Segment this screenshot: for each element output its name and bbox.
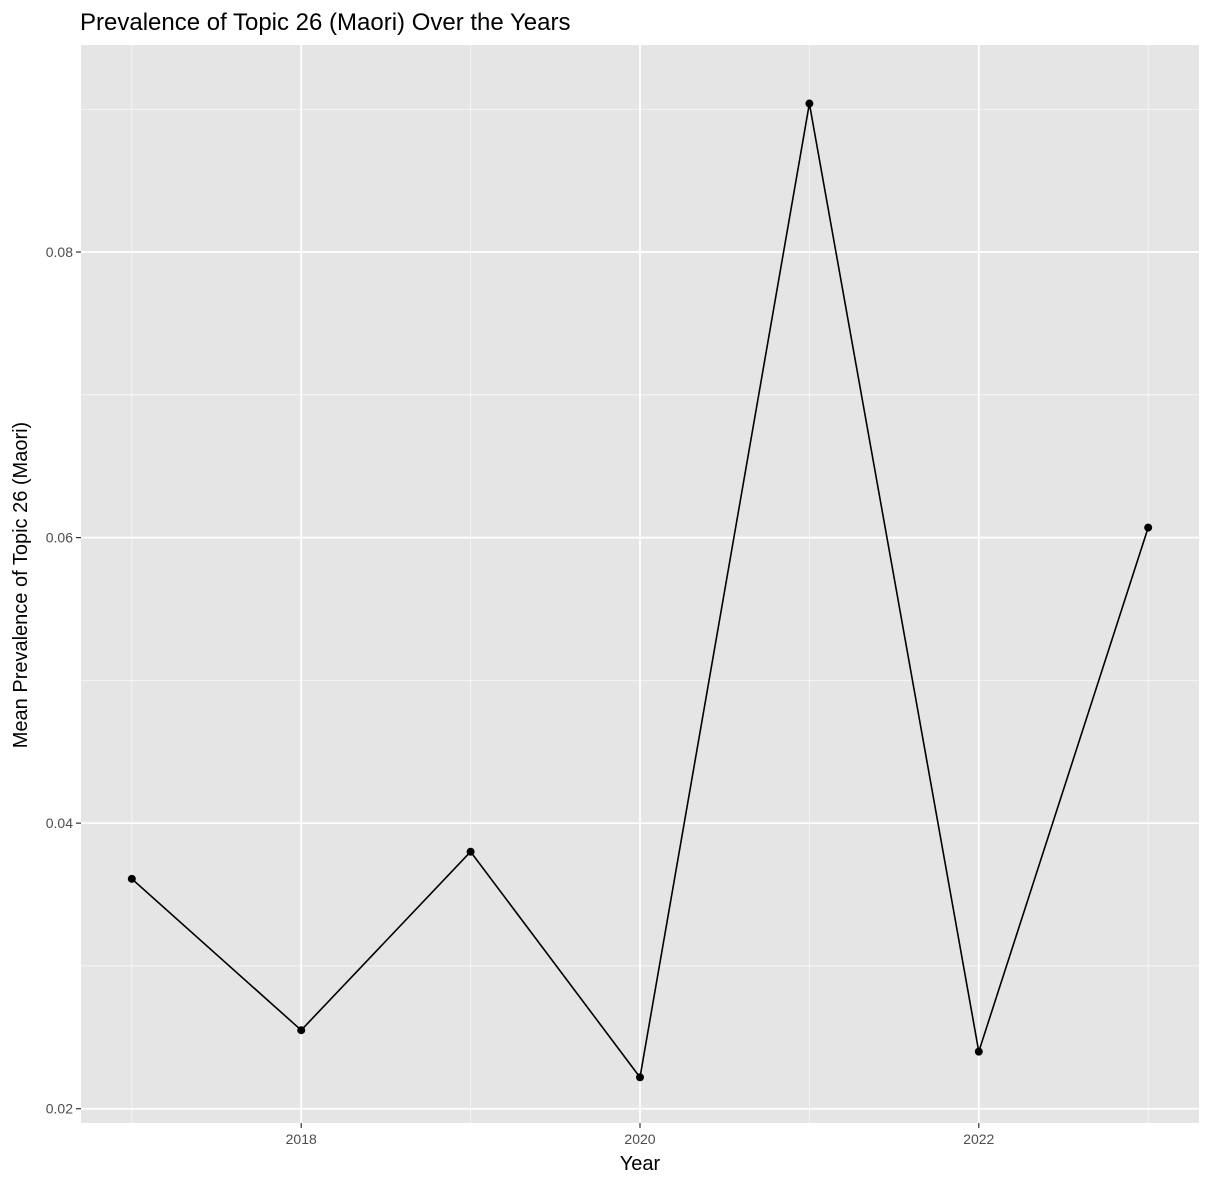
y-axis: 0.02 0.04 0.06 0.08 bbox=[46, 244, 81, 1117]
y-tick-label: 0.04 bbox=[46, 815, 73, 831]
y-tick-label: 0.08 bbox=[46, 244, 73, 260]
data-point bbox=[805, 99, 814, 108]
data-point bbox=[974, 1047, 983, 1056]
data-point bbox=[127, 874, 136, 883]
y-tick-label: 0.06 bbox=[46, 530, 73, 546]
x-tick-label: 2018 bbox=[286, 1131, 317, 1147]
data-point bbox=[636, 1073, 644, 1082]
x-tick-label: 2022 bbox=[963, 1131, 994, 1147]
x-axis: 2018 2020 2022 bbox=[286, 1123, 995, 1147]
series-group bbox=[127, 99, 1153, 1082]
y-axis-title: Mean Prevalence of Topic 26 (Maori) bbox=[10, 422, 32, 748]
data-point bbox=[297, 1026, 306, 1035]
y-tick-label: 0.02 bbox=[46, 1101, 73, 1117]
x-axis-title: Year bbox=[620, 1153, 661, 1175]
data-point bbox=[1144, 523, 1153, 532]
x-tick-label: 2020 bbox=[624, 1131, 655, 1147]
data-point bbox=[466, 847, 475, 856]
major-gridlines bbox=[81, 45, 1199, 1123]
chart-title: Prevalence of Topic 26 (Maori) Over the … bbox=[80, 9, 570, 36]
